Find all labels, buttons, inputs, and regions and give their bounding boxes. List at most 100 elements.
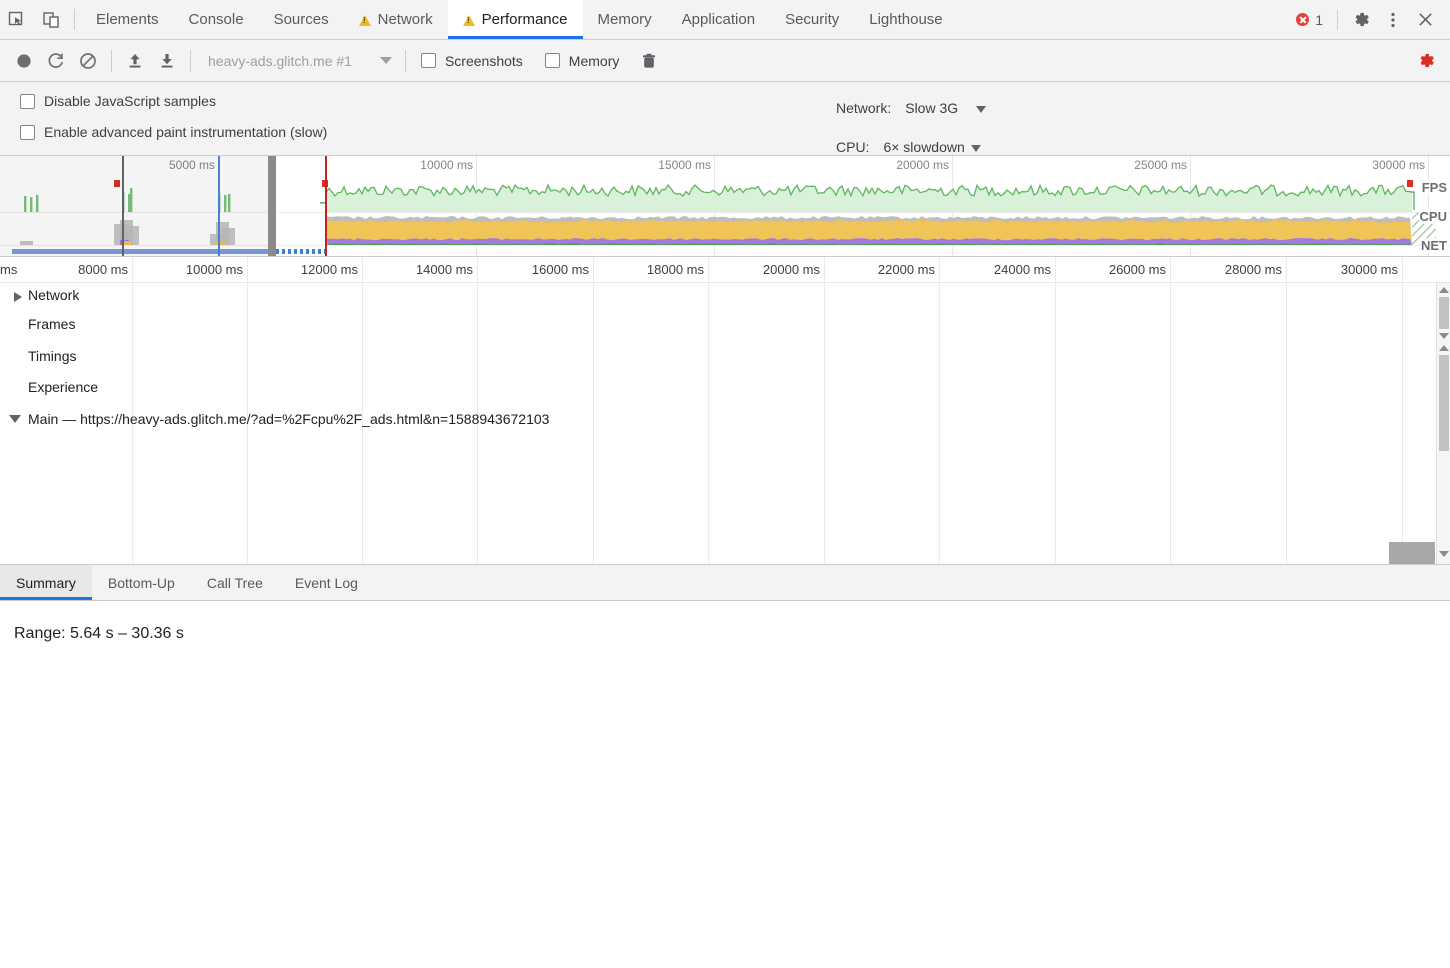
tabbar-right-actions: 1	[1290, 0, 1450, 39]
toolbar-divider	[190, 49, 191, 72]
overview-tick-label: 30000 ms	[1372, 158, 1425, 172]
overview-unselected-region[interactable]	[0, 156, 268, 256]
checkbox-box[interactable]	[544, 53, 560, 68]
screenshots-label: Screenshots	[444, 52, 523, 69]
timeline-flamechart[interactable]: ms 8000 ms 10000 ms 12000 ms 14000 ms 16000 …	[0, 257, 1450, 565]
tab-security[interactable]: Security	[770, 0, 854, 39]
flamechart-row-label-network[interactable]: Network	[28, 287, 80, 303]
record-circle-icon[interactable]	[8, 45, 40, 77]
disable-js-samples-checkbox[interactable]: Disable JavaScript samples	[20, 93, 1450, 109]
flamechart-row-label-frames[interactable]: Frames	[28, 316, 76, 332]
kebab-menu-icon[interactable]	[1378, 5, 1408, 35]
load-profile-icon[interactable]	[119, 45, 151, 77]
network-row-expander[interactable]	[14, 292, 22, 302]
scroll-down-arrow-icon[interactable]	[1439, 333, 1449, 339]
tab-performance[interactable]: Performance	[447, 0, 583, 39]
recording-session-label: heavy-ads.glitch.me #1	[208, 52, 352, 69]
error-count-badge[interactable]: 1	[1290, 12, 1329, 28]
overview-selection-handle-left[interactable]	[268, 156, 276, 256]
flamechart-tick-label: 14000 ms	[415, 262, 473, 277]
cpu-throttle-label: CPU:	[836, 139, 870, 155]
checkbox-box[interactable]	[20, 93, 35, 109]
network-request-bar	[12, 249, 270, 254]
overview-tick: 30000 ms	[1372, 156, 1429, 256]
gear-icon[interactable]	[1346, 5, 1376, 35]
flamechart-row-label-timings[interactable]: Timings	[28, 348, 77, 364]
tab-memory[interactable]: Memory	[583, 0, 667, 39]
network-request-block[interactable]	[1389, 542, 1435, 564]
scrollbar-thumb[interactable]	[1439, 355, 1449, 451]
clear-recording-icon[interactable]	[72, 45, 104, 77]
close-icon[interactable]	[1410, 5, 1440, 35]
overview-net-track	[0, 245, 1450, 256]
flamechart-tick: 8000 ms	[78, 257, 133, 564]
flamechart-tick-label: 26000 ms	[1108, 262, 1166, 277]
device-toolbar-icon[interactable]	[34, 0, 68, 39]
tab-application[interactable]: Application	[667, 0, 770, 39]
tab-bottom-up[interactable]: Bottom-Up	[92, 565, 191, 600]
flamechart-tick-label: 10000 ms	[185, 262, 243, 277]
flamechart-tick: 10000 ms	[186, 257, 248, 564]
trash-icon[interactable]	[633, 45, 665, 77]
network-throttle-label: Network:	[836, 100, 892, 116]
flamechart-tick: 18000 ms	[647, 257, 709, 564]
tab-application-label: Application	[681, 11, 756, 28]
tab-summary[interactable]: Summary	[0, 565, 92, 600]
overview-track-label-cpu: CPU	[1418, 209, 1448, 224]
advanced-paint-checkbox[interactable]: Enable advanced paint instrumentation (s…	[20, 124, 1450, 140]
overview-tick-label: 25000 ms	[1134, 158, 1187, 172]
detail-tabs: Summary Bottom-Up Call Tree Event Log	[0, 565, 1450, 601]
main-row-expander[interactable]	[9, 415, 21, 423]
network-throttle-row: Network: Slow 3G	[836, 94, 987, 122]
recording-session-select[interactable]: heavy-ads.glitch.me #1	[198, 53, 398, 69]
tab-event-log[interactable]: Event Log	[279, 565, 374, 600]
overview-cpu-track	[0, 212, 1450, 246]
scroll-up-arrow-icon[interactable]	[1439, 287, 1449, 293]
save-profile-icon[interactable]	[151, 45, 183, 77]
flamechart-scrollbar[interactable]	[1436, 283, 1450, 564]
memory-checkbox[interactable]: Memory	[544, 53, 619, 69]
tab-sources[interactable]: Sources	[259, 0, 344, 39]
tab-bottom-up-label: Bottom-Up	[107, 574, 175, 591]
summary-range-label: Range: 5.64 s – 30.36 s	[14, 625, 184, 642]
cpu-throttle-select[interactable]: 6× slowdown	[883, 139, 981, 155]
flamechart-tick-label: 20000 ms	[762, 262, 820, 277]
record-toolbar: heavy-ads.glitch.me #1 Screenshots Memor…	[0, 40, 1450, 82]
flamechart-row-label-experience[interactable]: Experience	[28, 379, 99, 395]
flamechart-tick-label: 12000 ms	[300, 262, 358, 277]
tab-memory-label: Memory	[597, 11, 652, 28]
network-throttle-select[interactable]: Slow 3G	[905, 100, 987, 116]
timeline-overview[interactable]: 5000 ms 10000 ms 15000 ms 20000 ms 25000 ms 3…	[0, 156, 1450, 257]
reload-and-record-icon[interactable]	[40, 45, 72, 77]
error-icon	[1296, 13, 1310, 26]
flamechart-tick: 30000 ms	[1341, 257, 1403, 564]
tab-console[interactable]: Console	[174, 0, 259, 39]
tab-performance-label: Performance	[481, 11, 568, 28]
overview-tick-label: 15000 ms	[658, 158, 711, 172]
checkbox-box[interactable]	[20, 124, 35, 140]
flamechart-row-label-main[interactable]: Main — https://heavy-ads.glitch.me/?ad=%…	[28, 411, 550, 427]
chevron-down-icon	[976, 105, 987, 113]
tab-lighthouse[interactable]: Lighthouse	[854, 0, 957, 39]
tab-elements-label: Elements	[96, 11, 159, 28]
scrollbar-thumb[interactable]	[1439, 297, 1449, 329]
devtools-tab-bar: Elements Console Sources Network Perform…	[0, 0, 1450, 40]
inspect-element-icon[interactable]	[0, 0, 34, 39]
network-request-bar	[270, 249, 325, 254]
chevron-down-icon	[379, 57, 392, 64]
screenshots-checkbox[interactable]: Screenshots	[420, 52, 523, 69]
summary-pane: Range: 5.64 s – 30.36 s 24715 ms 25 msLo…	[0, 601, 1450, 968]
scroll-up-arrow-icon[interactable]	[1439, 345, 1449, 351]
tab-lighthouse-label: Lighthouse	[869, 11, 943, 28]
flamechart-tick: 20000 ms	[763, 257, 825, 564]
overview-dcl-marker-line	[218, 156, 220, 256]
error-count-label: 1	[1315, 11, 1323, 28]
checkbox-box[interactable]	[420, 53, 436, 68]
tab-network[interactable]: Network	[344, 0, 448, 39]
tab-sources-label: Sources	[273, 11, 329, 28]
overview-marker-line	[122, 156, 124, 256]
scroll-down-arrow-icon[interactable]	[1439, 551, 1449, 557]
tab-elements[interactable]: Elements	[81, 0, 174, 39]
tab-call-tree[interactable]: Call Tree	[191, 565, 279, 600]
capture-settings-gear-icon[interactable]	[1410, 45, 1442, 77]
